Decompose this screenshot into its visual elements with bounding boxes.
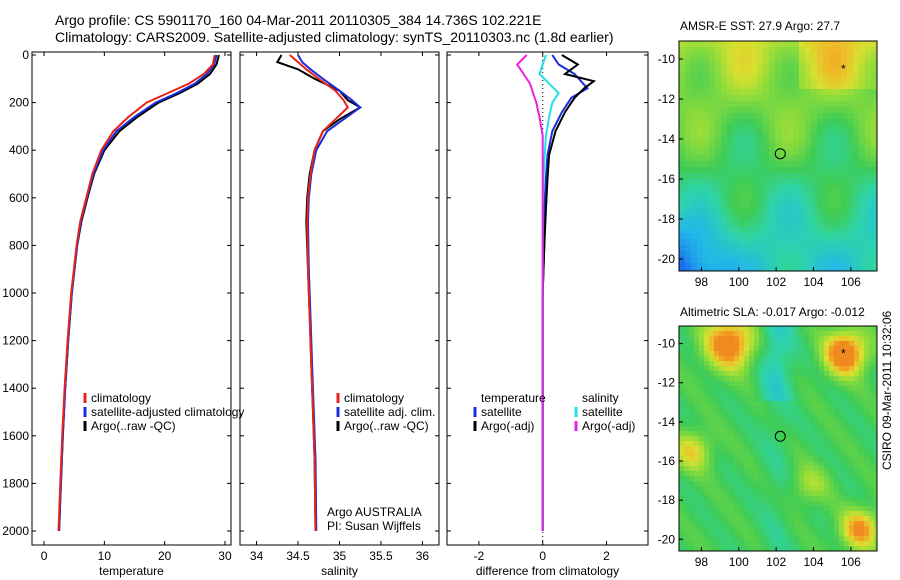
difference-xtick-label: 2	[603, 549, 610, 563]
salinity-series-climatology	[289, 54, 350, 532]
temperature-axes-frame	[31, 51, 232, 546]
map-lat-label: -10	[658, 52, 676, 66]
salinity-xtick-label: 36	[416, 549, 430, 563]
legend-diff-sal-argo-label: Argo(-adj)	[582, 419, 635, 433]
temperature-xtick-label: 30	[218, 549, 232, 563]
map-lon-label: 100	[729, 275, 749, 289]
map-lat-label: -18	[658, 493, 676, 507]
salinity-xtick-label: 35	[333, 549, 347, 563]
sst-map-title: AMSR-E SST: 27.9 Argo: 27.7	[680, 19, 841, 33]
map-lat-label: -16	[658, 454, 676, 468]
depth-tick-label: 1400	[2, 381, 29, 395]
map-lon-label: 102	[766, 555, 786, 569]
map-lon-label: 104	[803, 555, 823, 569]
map-lon-label: 104	[803, 275, 823, 289]
depth-tick-label: 800	[9, 238, 29, 252]
map-lat-label: -18	[658, 212, 676, 226]
map-lat-label: -20	[658, 252, 676, 266]
legend-sal-satellite-label: satellite adj. clim.	[344, 405, 435, 419]
temperature-panel: 0 200 400 600 800 1000 1200 1400 1600 1800 2000 0 10…	[2, 48, 232, 578]
legend-temp-climatology-label: climatology	[91, 391, 151, 405]
difference-axes-frame	[446, 51, 649, 546]
argo-location-marker	[774, 148, 786, 160]
annotation-pi: PI: Susan Wijffels	[327, 519, 421, 533]
sla-map: 98 100 102 104 106 -10 -12 -14 -16 -18 -20 *	[658, 325, 878, 569]
map-lon-label: 106	[841, 555, 861, 569]
map-frame	[678, 325, 878, 552]
difference-series-salinity-argo	[515, 54, 544, 531]
legend-diff-temperature-heading: temperature	[481, 391, 546, 405]
depth-tick-label: 600	[9, 191, 29, 205]
depth-tick-label: 1600	[2, 429, 29, 443]
difference-xlabel: difference from climatology	[476, 564, 619, 578]
salinity-xlabel: salinity	[321, 564, 358, 578]
map-lat-label: -20	[658, 532, 676, 546]
star-marker: *	[841, 62, 846, 76]
temperature-xtick-label: 0	[41, 549, 48, 563]
profile-title: Argo profile: CS 5901170_160 04-Mar-2011…	[55, 12, 542, 28]
salinity-xtick-label: 35.5	[369, 549, 393, 563]
map-lat-label: -12	[658, 92, 676, 106]
sst-map: 98 100 102 104 106 -10 -12 -14 -16 -18 -20 *	[658, 40, 878, 289]
depth-tick-label: 1200	[2, 334, 29, 348]
map-lon-label: 98	[695, 275, 709, 289]
map-lon-label: 106	[841, 275, 861, 289]
legend-diff-salinity-heading: salinity	[582, 391, 619, 405]
legend-sal-argo-label: Argo(..raw -QC)	[344, 419, 429, 433]
salinity-xtick-label: 34	[250, 549, 264, 563]
sla-heatmap-cells	[679, 326, 878, 552]
depth-tick-label: 200	[9, 96, 29, 110]
temperature-series-climatology	[57, 54, 216, 532]
legend-diff-sal-satellite-label: satellite	[582, 405, 623, 419]
climatology-title: Climatology: CARS2009. Satellite-adjuste…	[55, 29, 614, 45]
map-lat-label: -16	[658, 172, 676, 186]
depth-tick-label: 2000	[2, 524, 29, 538]
map-lat-label: -14	[658, 415, 676, 429]
salinity-panel: 34 34.5 35 35.5 36 salinity	[239, 51, 440, 578]
map-frame	[678, 40, 878, 272]
temperature-xtick-label: 20	[158, 549, 172, 563]
map-lat-label: -12	[658, 376, 676, 390]
temperature-xtick-label: 10	[98, 549, 112, 563]
depth-tick-label: 400	[9, 143, 29, 157]
legend-temp-argo-label: Argo(..raw -QC)	[91, 419, 176, 433]
depth-tick-label: 1800	[2, 476, 29, 490]
map-lon-label: 100	[729, 555, 749, 569]
sla-map-title: Altimetric SLA: -0.017 Argo: -0.012	[680, 305, 865, 319]
star-marker: *	[841, 346, 846, 360]
salinity-axes-frame	[239, 51, 440, 546]
sst-heatmap-cells	[679, 41, 878, 272]
difference-xtick-label: -2	[474, 549, 485, 563]
difference-xtick-label: 0	[539, 549, 546, 563]
salinity-xtick-label: 34.5	[286, 549, 310, 563]
map-lon-label: 98	[695, 555, 709, 569]
legend-diff-temp-argo-label: Argo(-adj)	[481, 419, 534, 433]
depth-tick-label: 1000	[2, 286, 29, 300]
temperature-xlabel: temperature	[99, 564, 164, 578]
depth-tick-label: 0	[22, 48, 29, 62]
legend-sal-climatology-label: climatology	[344, 391, 404, 405]
annotation-institution: Argo AUSTRALIA	[327, 505, 422, 519]
legend-temp-satellite-label: satellite-adjusted climatology	[91, 405, 244, 419]
map-lat-label: -10	[658, 337, 676, 351]
map-lon-label: 102	[766, 275, 786, 289]
argo-location-marker	[774, 430, 786, 442]
legend-diff-temp-satellite-label: satellite	[481, 405, 522, 419]
map-lat-label: -14	[658, 132, 676, 146]
